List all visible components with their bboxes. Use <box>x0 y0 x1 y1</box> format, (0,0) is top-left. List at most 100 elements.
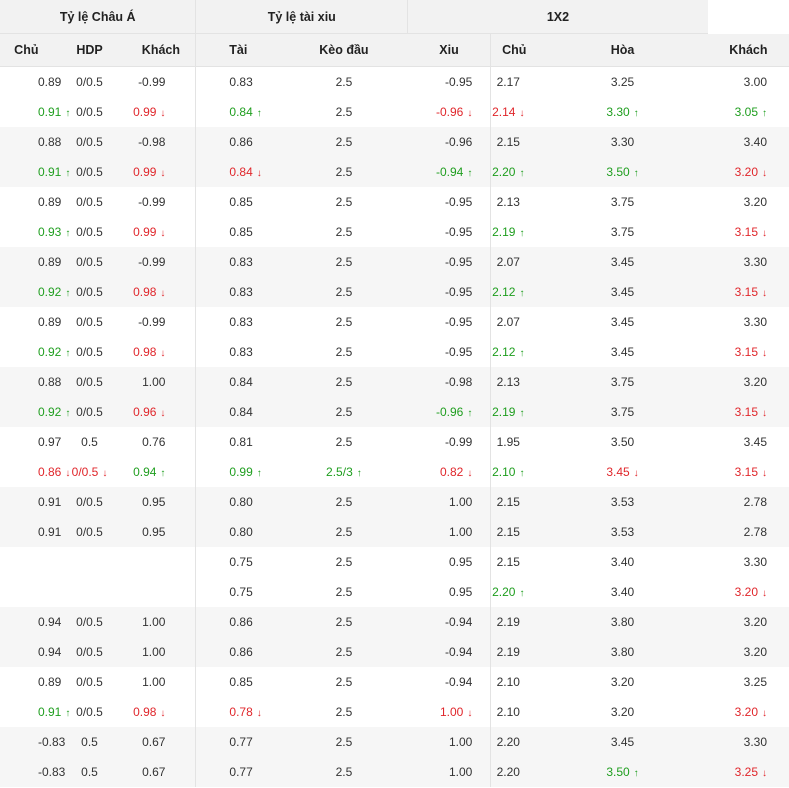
cell-1x2-draw: 3.50 ↑ <box>537 157 708 187</box>
odds-value: 3.45 <box>610 735 635 749</box>
odds-value: -0.96 <box>435 105 464 119</box>
cell-over: 0.80 <box>195 487 281 517</box>
table-row: 0.89 0/0.5 1.00 0.85 2.5 -0.94 2.10 3.20 3.25 <box>0 667 789 697</box>
cell-asian-away <box>126 577 196 607</box>
odds-value: 0.99 <box>133 165 157 179</box>
arrow-up-icon: ↑ <box>65 348 71 359</box>
odds-value: 3.05 <box>734 105 758 119</box>
odds-value: 3.20 <box>743 195 767 209</box>
arrow-down-icon: ↓ <box>762 468 767 479</box>
cell-1x2-home: 2.19 ↑ <box>490 397 538 427</box>
odds-value: 0.75 <box>229 585 253 599</box>
odds-value: 0.86 <box>229 135 253 149</box>
odds-value: 2.5 <box>335 405 353 419</box>
odds-value: 0.80 <box>229 525 253 539</box>
odds-value: 2.5 <box>335 105 353 119</box>
odds-value: 2.5 <box>335 195 353 209</box>
odds-value: 2.5 <box>335 705 353 719</box>
cell-asian-away: 0.98 ↓ <box>126 697 196 727</box>
cell-asian-hdp: 0/0.5 <box>52 637 127 667</box>
odds-value: -0.95 <box>444 75 473 89</box>
cell-under: -0.94 <box>407 637 491 667</box>
odds-value: 3.15 <box>734 405 758 419</box>
cell-opening-line: 2.5 <box>280 637 408 667</box>
cell-asian-home: 0.92 ↑ <box>0 337 70 367</box>
cell-asian-home: 0.91 <box>0 517 61 547</box>
cell-asian-hdp: 0.5 <box>52 727 127 757</box>
cell-asian-hdp <box>53 577 127 607</box>
odds-value: 3.40 <box>610 555 635 569</box>
odds-value: 3.20 <box>734 585 758 599</box>
cell-1x2-draw: 3.45 <box>537 337 708 367</box>
arrow-up-icon: ↑ <box>65 288 71 299</box>
arrow-up-icon: ↑ <box>65 708 71 719</box>
cell-over: 0.83 <box>195 307 281 337</box>
odds-value: 0.99 <box>133 225 157 239</box>
cell-1x2-away: 3.45 <box>708 427 789 457</box>
cell-1x2-home: 2.15 <box>490 547 538 577</box>
odds-value: 2.5 <box>335 525 353 539</box>
odds-value: 0.84 <box>229 375 253 389</box>
odds-value: 2.20 <box>496 765 520 779</box>
odds-value: 3.30 <box>743 555 767 569</box>
odds-value: 3.20 <box>610 705 635 719</box>
odds-value: 3.53 <box>610 495 635 509</box>
odds-value: 1.00 <box>142 675 166 689</box>
cell-opening-line: 2.5 <box>280 367 408 397</box>
cell-asian-away: 0.94 ↑ <box>126 457 196 487</box>
cell-over: 0.85 <box>195 187 281 217</box>
cell-over: 0.75 <box>195 547 281 577</box>
arrow-up-icon: ↑ <box>65 168 71 179</box>
cell-1x2-away: 3.25 <box>708 667 789 697</box>
cell-asian-home: -0.83 <box>0 757 65 787</box>
odds-value: 0/0.5 <box>76 525 103 539</box>
odds-value: 0.94 <box>38 615 62 629</box>
col-header-over: Tài <box>195 33 281 67</box>
odds-value: 0.83 <box>229 75 253 89</box>
cell-1x2-draw: 3.53 <box>537 517 708 547</box>
odds-value: -0.94 <box>444 615 473 629</box>
arrow-down-icon: ↓ <box>633 468 639 479</box>
cell-asian-hdp: 0/0.5 <box>53 67 127 98</box>
arrow-up-icon: ↑ <box>519 348 525 359</box>
odds-value: 1.00 <box>448 525 473 539</box>
odds-value: 3.20 <box>734 705 758 719</box>
odds-value: 2.5 <box>335 585 353 599</box>
cell-under: -0.94 <box>408 667 491 697</box>
cell-asian-away: -0.99 <box>126 187 196 217</box>
cell-opening-line: 2.5 <box>280 187 407 217</box>
table-row: 0.89 0/0.5 -0.99 0.83 2.5 -0.95 2.07 3.45 3.30 <box>0 247 789 277</box>
cell-1x2-home: 2.19 <box>490 637 538 667</box>
cell-over: 0.86 <box>195 637 281 667</box>
odds-value: 0.77 <box>229 735 253 749</box>
odds-value: -0.83 <box>38 765 66 779</box>
cell-opening-line: 2.5 <box>280 307 407 337</box>
arrow-down-icon: ↓ <box>467 108 473 119</box>
odds-value: 2.5 <box>335 645 353 659</box>
odds-value: 3.45 <box>610 345 635 359</box>
odds-value: 0/0.5 <box>76 615 103 629</box>
cell-asian-home: 0.91 <box>0 487 61 517</box>
cell-asian-home: -0.83 <box>0 727 65 757</box>
cell-over: 0.75 <box>195 577 281 607</box>
cell-asian-away: 1.00 <box>126 637 196 667</box>
cell-asian-away: 0.98 ↓ <box>126 337 196 367</box>
odds-value: 3.30 <box>606 105 630 119</box>
odds-value: 2.78 <box>743 495 767 509</box>
odds-value: 2.5 <box>335 435 353 449</box>
arrow-down-icon: ↓ <box>256 708 262 719</box>
column-header-row: Chủ HDP Khách Tài Kèo đầu Xiu Chủ Hòa Kh… <box>0 33 789 67</box>
odds-value: 0.82 <box>439 465 464 479</box>
cell-asian-hdp <box>53 547 127 577</box>
odds-value: 2.5 <box>335 615 353 629</box>
cell-asian-away: 1.00 <box>126 667 196 697</box>
cell-opening-line: 2.5 <box>280 67 407 98</box>
cell-asian-home: 0.89 <box>0 247 61 277</box>
cell-1x2-away: 3.15 ↓ <box>708 217 789 247</box>
cell-opening-line: 2.5 <box>280 157 408 187</box>
cell-1x2-home: 2.10 <box>490 697 538 727</box>
odds-value: 0.80 <box>229 495 253 509</box>
odds-value: 0.89 <box>38 255 62 269</box>
cell-1x2-draw: 3.45 ↓ <box>537 457 708 487</box>
arrow-up-icon: ↑ <box>467 408 473 419</box>
